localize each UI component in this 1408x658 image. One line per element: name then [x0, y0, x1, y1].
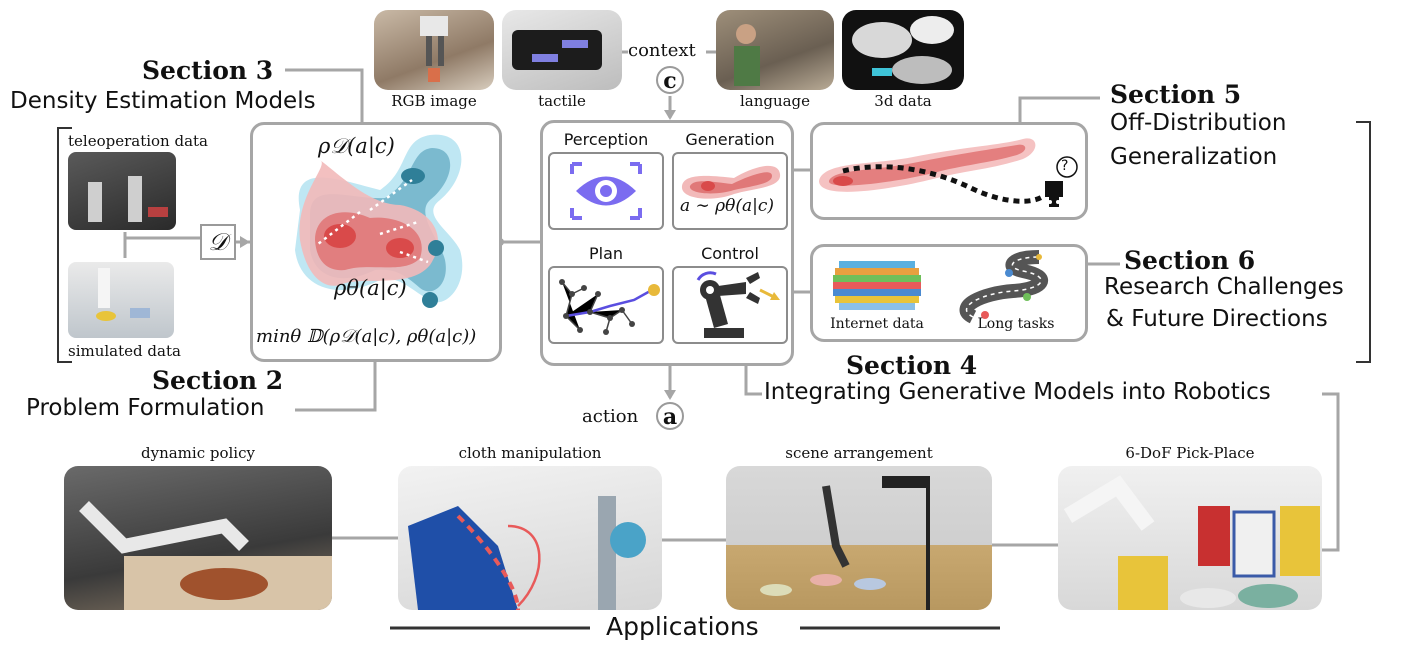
long-tasks-label: Long tasks — [977, 316, 1055, 332]
dynamic-policy-caption: dynamic policy — [141, 444, 255, 462]
control-box — [672, 266, 788, 344]
person-icon — [734, 24, 760, 86]
cloth-scene-icon — [408, 496, 646, 610]
section6-title: Section 6 — [1124, 246, 1256, 275]
robot-gripper-icon — [420, 16, 448, 82]
sim-photo — [68, 262, 174, 338]
generation-box — [672, 152, 788, 230]
sim-label: simulated data — [68, 342, 181, 360]
teleop-robot-icon — [88, 176, 168, 222]
pointcloud-icon — [852, 16, 954, 84]
section5-subtitle-line1: Off-Distribution — [1110, 110, 1287, 136]
eye-icon — [570, 162, 642, 220]
sim-robot-icon — [96, 268, 150, 321]
plan-box — [548, 266, 664, 344]
tactile-gripper-icon — [512, 30, 602, 70]
rgb-image-caption: RGB image — [391, 92, 477, 110]
context-symbol: c — [656, 66, 684, 94]
scene-arrangement-photo — [726, 466, 992, 610]
section2-subtitle: Problem Formulation — [26, 395, 265, 421]
generation-distribution-icon — [681, 165, 781, 199]
teleop-label: teleoperation data — [68, 132, 209, 150]
off-distribution-panel: ? — [810, 122, 1088, 220]
internet-data-label: Internet data — [830, 316, 924, 332]
section3-subtitle: Density Estimation Models — [10, 88, 316, 114]
plan-label: Plan — [588, 244, 624, 263]
off-distribution-illustration — [819, 138, 1078, 207]
section6-subtitle-line2: & Future Directions — [1106, 306, 1328, 332]
robot-arm-icon — [696, 271, 780, 338]
dynamic-policy-scene-icon — [79, 501, 332, 610]
cloth-manipulation-photo — [398, 466, 662, 610]
context-label: context — [628, 40, 696, 61]
scene-arrangement-icon — [760, 476, 930, 610]
challenges-illustration — [833, 250, 1049, 324]
cloth-manipulation-caption: cloth manipulation — [458, 444, 602, 462]
section4-subtitle: Integrating Generative Models into Robot… — [764, 379, 1271, 405]
scene-arrangement-caption: scene arrangement — [785, 444, 933, 462]
generation-label: Generation — [685, 130, 775, 149]
action-label: action — [582, 406, 639, 427]
challenges-panel: Internet data Long tasks — [810, 244, 1088, 342]
generation-formula: a ∼ ρθ(a|c) — [680, 196, 775, 216]
teleop-photo — [68, 152, 176, 230]
control-label: Control — [701, 244, 759, 263]
section2-title: Section 2 — [152, 366, 284, 395]
section5-subtitle-line2: Generalization — [1110, 144, 1278, 170]
rho-d-label: ρ𝒟(a|c) — [318, 134, 395, 158]
rgb-image-photo — [374, 10, 494, 90]
section5-title: Section 5 — [1110, 80, 1242, 109]
dynamic-policy-photo — [64, 466, 332, 610]
perception-box — [548, 152, 664, 230]
graph-plan-icon — [559, 279, 660, 335]
language-caption: language — [739, 92, 811, 110]
globe-icon — [833, 261, 921, 310]
section4-title: Section 4 — [846, 351, 978, 380]
section3-title: Section 3 — [142, 56, 274, 85]
action-symbol: a — [656, 402, 684, 430]
question-mark: ? — [1061, 158, 1069, 174]
language-photo — [716, 10, 834, 90]
rho-theta-label: ρθ(a|c) — [334, 276, 407, 300]
tactile-photo — [502, 10, 622, 90]
pick-place-scene-icon — [1063, 475, 1320, 610]
applications-title: Applications — [606, 612, 759, 641]
objective-formula: minθ 𝔻(ρ𝒟(a|c), ρθ(a|c)) — [256, 326, 477, 347]
pick-place-photo — [1058, 466, 1322, 610]
3d-data-caption: 3d data — [874, 92, 932, 110]
perception-label: Perception — [563, 130, 649, 149]
section6-subtitle-line1: Research Challenges — [1104, 274, 1344, 300]
dataset-symbol: 𝒟 — [200, 224, 236, 260]
3d-data-photo — [842, 10, 964, 90]
tactile-caption: tactile — [538, 92, 586, 110]
pick-place-caption: 6-DoF Pick-Place — [1125, 444, 1255, 462]
